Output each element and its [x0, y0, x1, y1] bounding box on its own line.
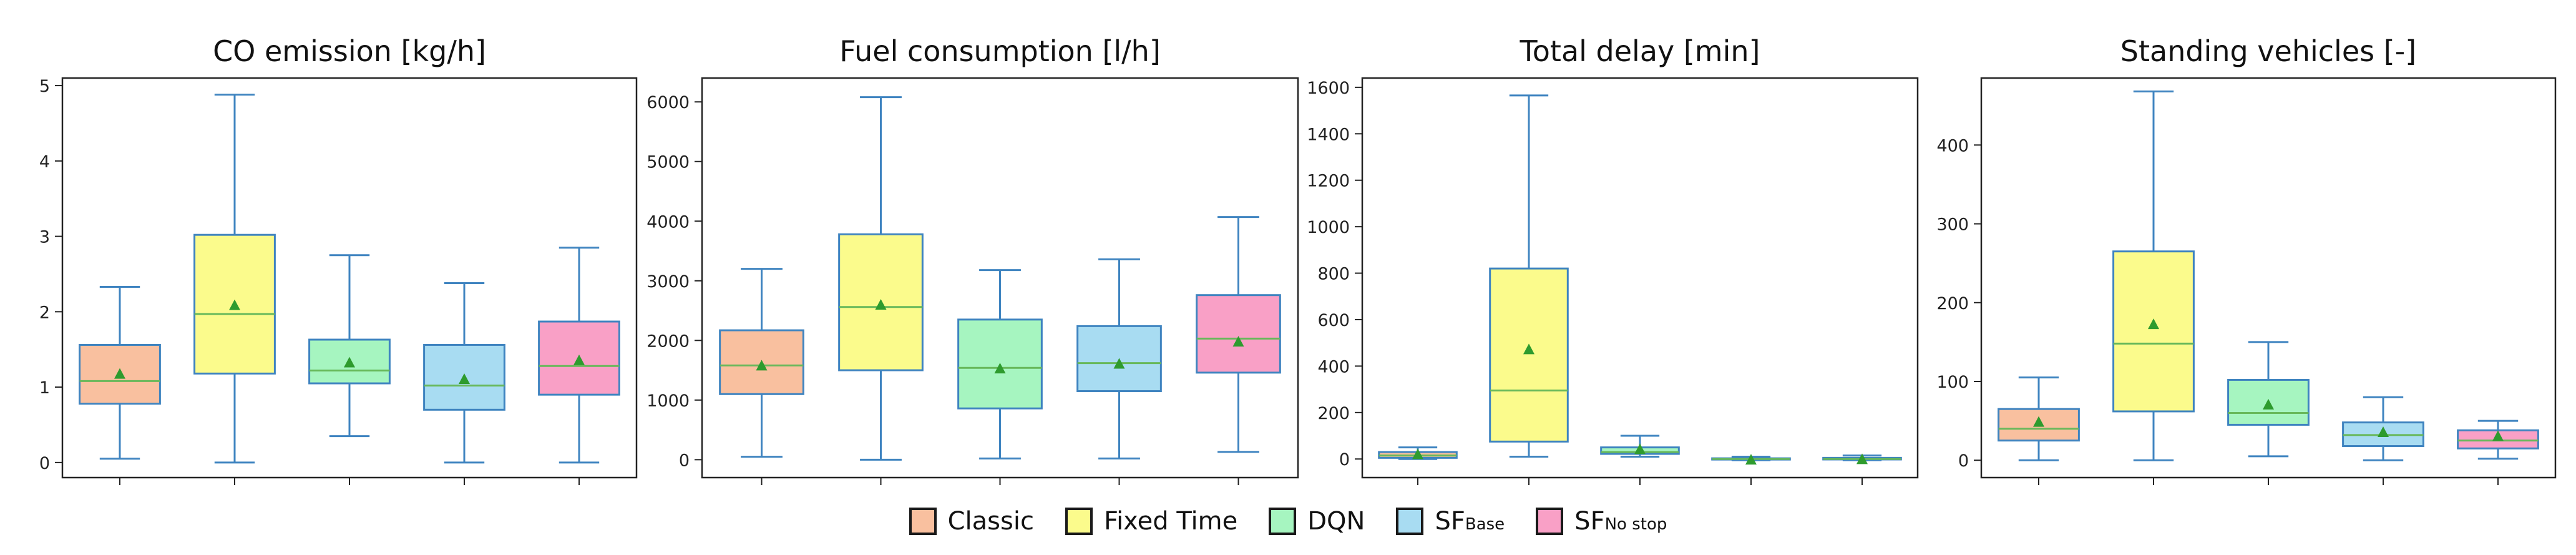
y-tick-label: 100: [1936, 373, 1969, 392]
box-mean-fixed-time: [875, 298, 887, 310]
box-fixed-time: [2112, 250, 2195, 413]
chart-panel-1: CO emission [kg/h] 0 1 2 3 4 5: [39, 34, 638, 485]
y-tick-label: 0: [39, 454, 50, 473]
y-tick-label: 2000: [646, 332, 690, 351]
legend-subscript: Base: [1465, 515, 1505, 534]
plot-frame: [1361, 77, 1919, 479]
legend-label-classic: Classic: [947, 507, 1034, 536]
box-mean-sf-base: [2378, 426, 2389, 438]
y-tick-label: 300: [1936, 215, 1969, 235]
legend-label-dqn: DQN: [1307, 507, 1365, 536]
chart-title: Standing vehicles [-]: [2120, 34, 2416, 68]
legend: Classic Fixed Time DQN SFBase SFNo stop: [0, 496, 2576, 546]
y-tick-label: 200: [1936, 294, 1969, 313]
plot-frame: [701, 77, 1299, 479]
y-tick-label: 6000: [646, 93, 690, 112]
chart-title: Total delay [min]: [1519, 34, 1760, 68]
y-tick-label: 400: [1317, 357, 1350, 376]
legend-item-sf-base: SFBase: [1396, 507, 1505, 536]
box-mean-dqn: [2263, 398, 2274, 410]
y-tick-label: 1000: [646, 391, 690, 411]
legend-subscript: No stop: [1604, 515, 1667, 534]
legend-swatch-sf-no-stop: [1536, 508, 1564, 535]
y-tick-label: 1: [39, 378, 50, 398]
y-tick-label: 0: [679, 451, 690, 470]
legend-label-fixed-time: Fixed Time: [1103, 507, 1238, 536]
box-mean-sf-no-stop: [1856, 453, 1868, 464]
y-tick-label: 1600: [1307, 79, 1350, 98]
legend-item-fixed-time: Fixed Time: [1065, 507, 1237, 536]
box-mean-sf-no-stop: [2492, 430, 2504, 441]
legend-label-sf-no-stop: SFNo stop: [1574, 507, 1667, 536]
legend-item-classic: Classic: [909, 507, 1034, 536]
box-mean-sf-no-stop: [1232, 336, 1244, 347]
chart-panel-2: Fuel consumption [l/h] 0 1000 2000 3000 4000 5…: [646, 34, 1299, 485]
y-tick-label: 1000: [1307, 218, 1350, 237]
y-tick-label: 0: [1339, 450, 1350, 469]
box-mean-sf-base: [1745, 454, 1757, 465]
legend-swatch-dqn: [1269, 508, 1297, 535]
box-sf-no-stop: [538, 320, 620, 396]
y-tick-label: 3000: [646, 272, 690, 292]
plot-frame: [61, 77, 638, 479]
legend-swatch-classic: [909, 508, 937, 535]
y-tick-label: 5: [39, 77, 50, 96]
chart-title: CO emission [kg/h]: [213, 34, 486, 68]
y-tick-label: 4: [39, 152, 50, 172]
box-mean-dqn: [1634, 443, 1646, 454]
box-mean-classic: [114, 368, 125, 379]
box-mean-sf-no-stop: [573, 354, 585, 365]
y-tick-label: 4000: [646, 212, 690, 232]
box-mean-fixed-time: [229, 299, 240, 310]
y-tick-label: 400: [1936, 136, 1969, 155]
y-tick-label: 200: [1317, 404, 1350, 423]
box-mean-classic: [1412, 448, 1423, 459]
chart-panel-4: Standing vehicles [-] 0 100 200 300 400: [1936, 34, 2557, 485]
box-mean-sf-base: [1113, 358, 1125, 369]
box-mean-sf-base: [459, 373, 470, 385]
legend-label-sf-base: SFBase: [1435, 507, 1505, 536]
legend-item-sf-no-stop: SFNo stop: [1536, 507, 1667, 536]
chart-title: Fuel consumption [l/h]: [839, 34, 1161, 68]
y-tick-label: 1400: [1307, 125, 1350, 144]
box-fixed-time: [1489, 267, 1569, 443]
box-mean-fixed-time: [2148, 318, 2159, 330]
box-mean-fixed-time: [1523, 343, 1534, 355]
box-mean-classic: [2033, 416, 2044, 427]
y-tick-label: 600: [1317, 311, 1350, 330]
chart-panel-3: Total delay [min] 0 200 400 600 800 1000 1200 14…: [1307, 34, 1919, 485]
box-mean-classic: [756, 360, 768, 371]
y-tick-label: 3: [39, 228, 50, 247]
y-tick-label: 5000: [646, 153, 690, 172]
y-tick-label: 1200: [1307, 172, 1350, 191]
legend-item-dqn: DQN: [1269, 507, 1365, 536]
box-mean-dqn: [994, 363, 1006, 374]
box-mean-dqn: [344, 356, 355, 368]
legend-swatch-sf-base: [1396, 508, 1424, 535]
legend-swatch-fixed-time: [1065, 508, 1093, 535]
y-tick-label: 2: [39, 303, 50, 322]
box-sf-no-stop: [1196, 294, 1281, 374]
y-tick-label: 800: [1317, 265, 1350, 284]
y-tick-label: 0: [1958, 451, 1969, 471]
plot-frame: [1980, 77, 2557, 479]
